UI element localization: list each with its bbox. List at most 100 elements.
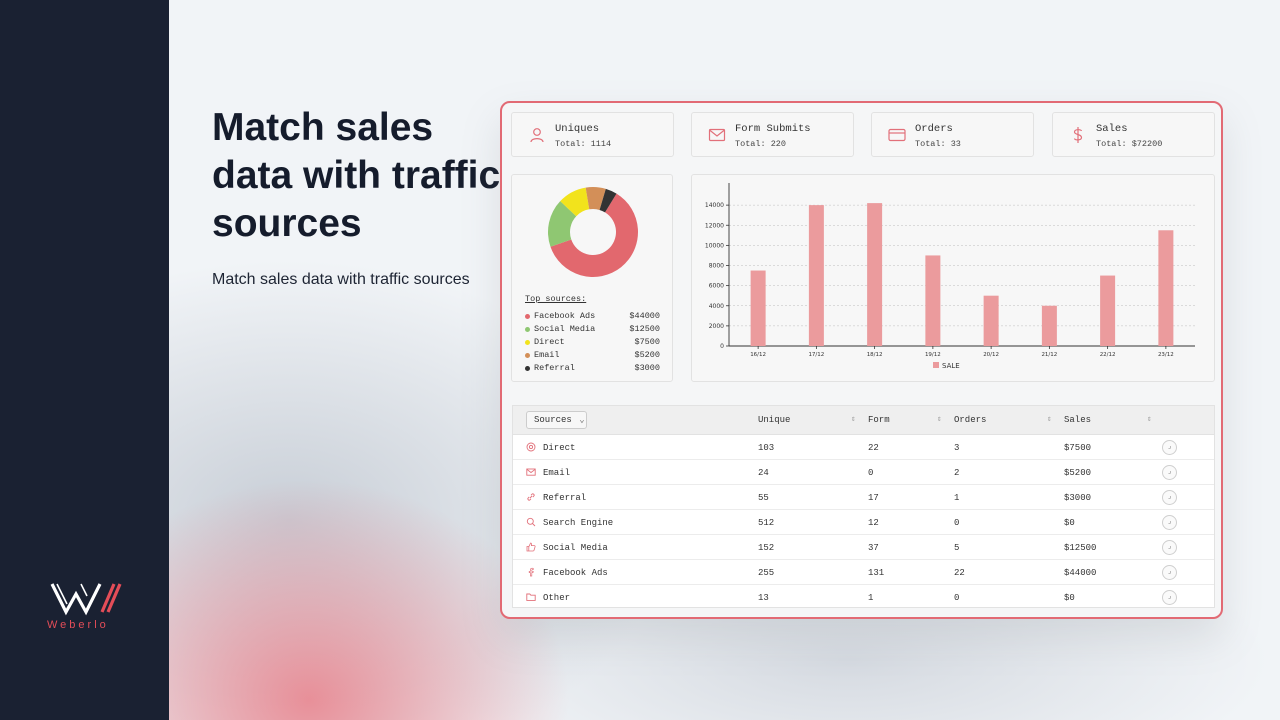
cell-sales: $5200 <box>1064 468 1092 478</box>
legend-swatch <box>933 362 939 368</box>
stat-value: Total: $72200 <box>1096 139 1163 149</box>
legend-dot <box>525 340 530 345</box>
cell-source: Social Media <box>543 543 608 553</box>
cell-orders: 0 <box>954 518 960 528</box>
source-amount: $44000 <box>629 311 660 321</box>
y-tick-label: 10000 <box>705 242 724 249</box>
sources-donut-chart <box>548 187 638 277</box>
sources-dropdown-button[interactable]: Sources ⌄ <box>526 411 587 429</box>
y-tick-label: 4000 <box>709 303 724 310</box>
y-tick-label: 0 <box>720 343 724 350</box>
source-amount: $3000 <box>634 363 660 373</box>
column-header-form[interactable]: Form <box>868 415 890 425</box>
sort-icon[interactable]: ⇕ <box>937 415 942 424</box>
row-action-button[interactable]: ⌟ <box>1162 465 1177 480</box>
sales-bar-chart: 0 2000 4000 6000 8000 10000 12000 14000 16/12 17/… <box>705 183 1195 370</box>
table-row[interactable]: Email 24 0 2 $5200 ⌟ <box>513 460 1214 485</box>
cell-source: Other <box>543 593 571 603</box>
hero-subline: Match sales data with traffic sources <box>212 271 470 288</box>
top-source-item: Facebook Ads $44000 <box>525 311 660 324</box>
cell-orders: 22 <box>954 568 965 578</box>
row-action-button[interactable]: ⌟ <box>1162 490 1177 505</box>
column-header-orders[interactable]: Orders <box>954 415 987 425</box>
table-row[interactable]: Search Engine 512 12 0 $0 ⌟ <box>513 510 1214 535</box>
table-header: Sources ⌄ Unique ⇕ Form ⇕ Orders ⇕ Sales… <box>512 405 1215 434</box>
x-tick-label: 16/12 <box>750 352 766 358</box>
sales-chart-panel: 0 2000 4000 6000 8000 10000 12000 14000 16/12 17/… <box>691 174 1215 382</box>
top-sources-panel: Top sources: Facebook Ads $44000 Social … <box>511 174 673 382</box>
donut-slice-email <box>585 187 606 210</box>
cell-orders: 5 <box>954 543 960 553</box>
row-action-button[interactable]: ⌟ <box>1162 565 1177 580</box>
cell-unique: 255 <box>758 568 775 578</box>
mail-icon <box>708 128 726 142</box>
target-icon <box>526 442 536 452</box>
cell-sales: $0 <box>1064 593 1075 603</box>
bar-17-12 <box>808 205 824 346</box>
row-action-button[interactable]: ⌟ <box>1162 540 1177 555</box>
cell-orders: 2 <box>954 468 960 478</box>
thumbs-up-icon <box>526 542 536 552</box>
bar-23-12 <box>1158 230 1174 346</box>
stat-label: Uniques <box>555 123 600 135</box>
cell-source: Direct <box>543 443 576 453</box>
stat-label: Form Submits <box>735 123 811 135</box>
table-row[interactable]: Facebook Ads 255 131 22 $44000 ⌟ <box>513 560 1214 585</box>
table-row[interactable]: Referral 55 17 1 $3000 ⌟ <box>513 485 1214 510</box>
sort-icon[interactable]: ⇕ <box>1147 415 1152 424</box>
source-amount: $5200 <box>634 350 660 360</box>
x-tick-label: 22/12 <box>1100 352 1116 358</box>
sort-icon[interactable]: ⇕ <box>1047 415 1052 424</box>
legend-dot <box>525 366 530 371</box>
cell-unique: 152 <box>758 543 775 553</box>
row-action-button[interactable]: ⌟ <box>1162 515 1177 530</box>
bar-16-12 <box>750 270 766 346</box>
dashboard-preview: Uniques Total: 1114 Form Submits Total: … <box>500 101 1223 619</box>
x-tick-label: 23/12 <box>1158 352 1174 358</box>
source-amount: $7500 <box>634 337 660 347</box>
cell-unique: 103 <box>758 443 775 453</box>
cell-orders: 3 <box>954 443 960 453</box>
row-action-button[interactable]: ⌟ <box>1162 440 1177 455</box>
sources-button-label: Sources <box>534 415 572 425</box>
source-name: Social Media <box>534 324 596 334</box>
folder-icon <box>526 593 536 601</box>
table-row[interactable]: Direct 103 22 3 $7500 ⌟ <box>513 435 1214 460</box>
cell-form: 0 <box>868 468 874 478</box>
brand-name: Weberlo <box>47 619 109 631</box>
link-icon <box>527 493 535 501</box>
x-tick-label: 17/12 <box>808 352 824 358</box>
stat-value: Total: 33 <box>915 139 961 149</box>
stat-card-sales[interactable]: Sales Total: $72200 <box>1052 112 1215 157</box>
table-row[interactable]: Social Media 152 37 5 $12500 ⌟ <box>513 535 1214 560</box>
top-source-item: Referral $3000 <box>525 363 660 376</box>
sort-icon[interactable]: ⇕ <box>851 415 856 424</box>
source-name: Referral <box>534 363 575 373</box>
cell-form: 17 <box>868 493 879 503</box>
cell-source: Referral <box>543 493 587 503</box>
stat-card-form-submits[interactable]: Form Submits Total: 220 <box>691 112 854 157</box>
donut-slice-facebook-ads <box>550 193 638 277</box>
table-row[interactable]: Other 13 1 0 $0 ⌟ <box>513 585 1214 610</box>
column-header-unique[interactable]: Unique <box>758 415 791 425</box>
top-source-item: Email $5200 <box>525 350 660 363</box>
cell-form: 12 <box>868 518 879 528</box>
x-tick-label: 20/12 <box>983 352 999 358</box>
cell-source: Facebook Ads <box>543 568 608 578</box>
cell-unique: 512 <box>758 518 775 528</box>
cell-orders: 1 <box>954 493 960 503</box>
source-name: Facebook Ads <box>534 311 596 321</box>
stat-value: Total: 1114 <box>555 139 612 149</box>
weberlo-logo <box>50 583 122 616</box>
stat-card-orders[interactable]: Orders Total: 33 <box>871 112 1034 157</box>
cell-form: 37 <box>868 543 879 553</box>
cell-form: 22 <box>868 443 879 453</box>
sources-table: Direct 103 22 3 $7500 ⌟ Email 24 0 2 $52… <box>512 434 1215 608</box>
column-header-sales[interactable]: Sales <box>1064 415 1092 425</box>
x-tick-label: 19/12 <box>925 352 941 358</box>
search-icon <box>526 517 536 527</box>
cell-source: Email <box>543 468 571 478</box>
stat-card-uniques[interactable]: Uniques Total: 1114 <box>511 112 674 157</box>
cell-sales: $44000 <box>1064 568 1097 578</box>
row-action-button[interactable]: ⌟ <box>1162 590 1177 605</box>
